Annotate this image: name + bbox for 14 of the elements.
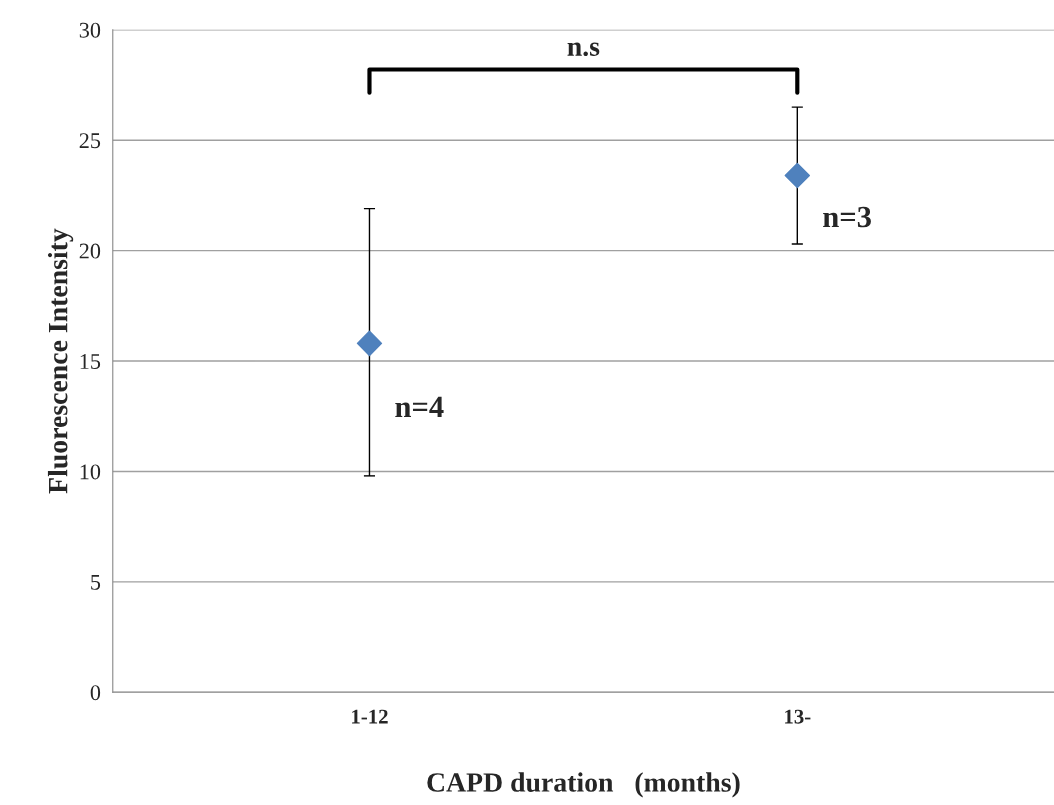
y-tick-label: 0 [90,685,101,701]
y-axis-title: Fluorescence Intensity [47,228,74,494]
annotation: n=4 [395,396,444,417]
y-tick-label: 20 [79,243,101,259]
x-tick-label: 1-12 [352,709,388,724]
x-tick-label: 13- [785,709,811,724]
y-tick-label: 25 [79,133,101,149]
y-tick-label: 30 [79,22,101,38]
annotation: n.s [567,42,600,57]
y-tick-label: 15 [80,354,101,369]
y-tick-label: 5 [91,575,101,590]
annotation: n=3 [823,206,871,228]
y-tick-label: 10 [80,464,101,480]
x-axis-title: CAPD duration (months) [427,772,740,798]
